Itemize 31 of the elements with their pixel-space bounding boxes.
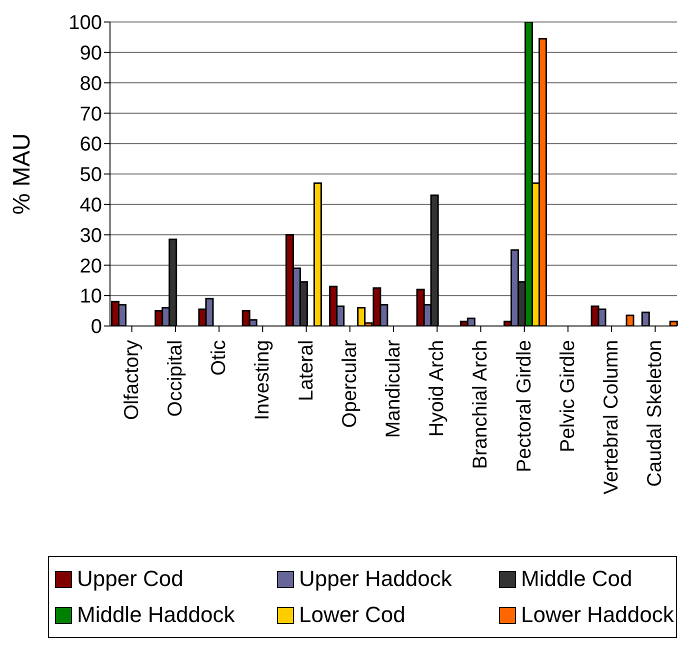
y-tick-label: 20 xyxy=(80,255,102,278)
y-axis-title: % MAU xyxy=(8,133,36,215)
x-tick-label: Otic xyxy=(208,340,230,376)
legend-label: Middle Haddock xyxy=(77,601,235,629)
legend-label: Lower Haddock xyxy=(521,601,674,629)
y-tick-label: 60 xyxy=(80,134,102,156)
x-tick-label: Caudal Skeleton xyxy=(644,340,666,487)
y-tick-label: 50 xyxy=(80,164,102,186)
x-tick-label: Hyoid Arch xyxy=(426,340,448,437)
x-tick-label: Occipital xyxy=(164,340,186,417)
y-tick-label: 30 xyxy=(80,224,102,247)
x-tick-label: Vertebral Column xyxy=(600,340,623,495)
y-tick-label: 40 xyxy=(80,194,102,216)
y-tick-label: 90 xyxy=(80,42,102,64)
legend-label: Middle Cod xyxy=(521,565,632,593)
y-tick-label: 10 xyxy=(80,286,102,308)
y-tick-label: 0 xyxy=(90,316,102,338)
x-tick-label: Pelvic Girdle xyxy=(556,340,579,452)
x-tick-label: Pectoral Girdle xyxy=(513,340,536,472)
x-tick-label: Investing xyxy=(252,340,274,420)
legend-label: Upper Cod xyxy=(77,565,184,593)
legend-label: Upper Haddock xyxy=(299,565,452,593)
x-tick-label: Branchial Arch xyxy=(470,340,492,469)
x-tick-label: Mandicular xyxy=(382,340,404,438)
legend-label: Lower Cod xyxy=(299,601,406,629)
y-tick-label: 100 xyxy=(68,12,102,34)
x-tick-label: Opercular xyxy=(338,340,361,428)
y-tick-label: 80 xyxy=(80,72,102,95)
x-tick-label: Lateral xyxy=(295,340,318,402)
x-tick-label: Olfactory xyxy=(120,340,143,420)
y-tick-label: 70 xyxy=(80,103,102,126)
